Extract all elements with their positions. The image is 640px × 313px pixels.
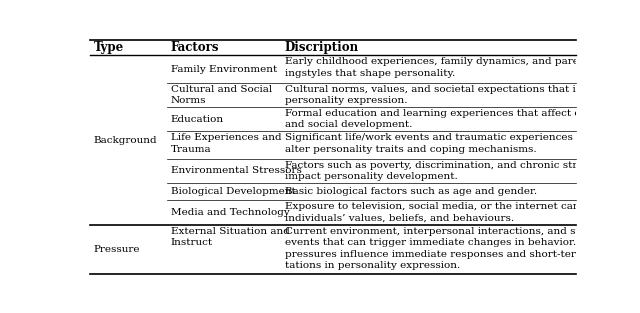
Text: Exposure to television, social media, or the internet can influence
individuals’: Exposure to television, social media, or…	[285, 202, 631, 223]
Text: Life Experiences and
Trauma: Life Experiences and Trauma	[171, 133, 282, 154]
Text: Pressure: Pressure	[94, 245, 140, 254]
Text: Family Environment: Family Environment	[171, 64, 277, 74]
Text: Media and Technology: Media and Technology	[171, 208, 289, 217]
Text: External Situation and
Instruct: External Situation and Instruct	[171, 227, 290, 247]
Text: Environmental Stressors: Environmental Stressors	[171, 167, 301, 176]
Text: Cultural and Social
Norms: Cultural and Social Norms	[171, 85, 272, 105]
Text: Formal education and learning experiences that affect cognitive
and social devel: Formal education and learning experience…	[285, 109, 622, 130]
Text: Background: Background	[94, 136, 157, 145]
Text: Type: Type	[94, 41, 124, 54]
Text: Basic biological factors such as age and gender.: Basic biological factors such as age and…	[285, 187, 537, 196]
Text: Factors: Factors	[171, 41, 220, 54]
Text: Early childhood experiences, family dynamics, and parent-
ingstyles that shape p: Early childhood experiences, family dyna…	[285, 57, 593, 78]
Text: Factors such as poverty, discrimination, and chronic stress that
impact personal: Factors such as poverty, discrimination,…	[285, 161, 619, 181]
Text: Significant life/work events and traumatic experiences that can
alter personalit: Significant life/work events and traumat…	[285, 133, 620, 154]
Text: Biological Development: Biological Development	[171, 187, 296, 196]
Text: Discription: Discription	[285, 41, 359, 54]
Text: Education: Education	[171, 115, 224, 124]
Text: Cultural norms, values, and societal expectations that influence
personality exp: Cultural norms, values, and societal exp…	[285, 85, 621, 105]
Text: Current environment, interpersonal interactions, and sudden
events that can trig: Current environment, interpersonal inter…	[285, 227, 618, 270]
